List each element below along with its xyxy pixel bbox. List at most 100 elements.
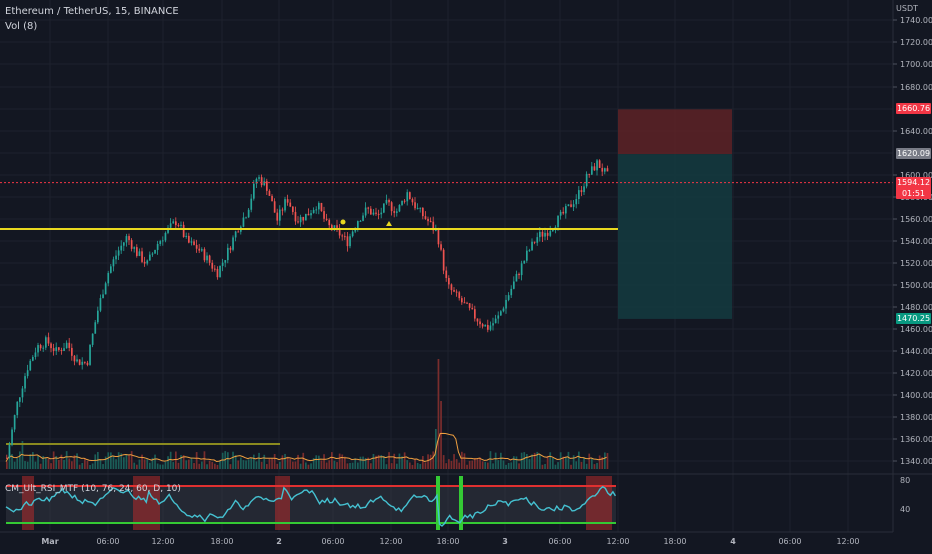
candle-body (305, 213, 307, 221)
candle-body (474, 309, 476, 319)
volume-bar (201, 461, 203, 469)
volume-bar (541, 464, 544, 469)
candle-body (492, 323, 494, 326)
candle-body (578, 190, 580, 200)
volume-legend[interactable]: Vol (8) (5, 21, 38, 32)
candle-body (328, 219, 331, 226)
volume-bar (383, 456, 385, 469)
volume-bar (299, 463, 302, 469)
volume-bar (120, 453, 123, 469)
rsi-oversold-marker (459, 476, 463, 530)
price-tick-label: 1400.00 (900, 391, 932, 400)
candlestick-series[interactable] (6, 159, 609, 459)
volume-bar (273, 453, 276, 469)
candle-body (552, 229, 554, 232)
volume-bar (396, 463, 398, 469)
candle-body (6, 457, 8, 459)
candle-body (357, 221, 359, 228)
candle-body (175, 221, 177, 226)
volume-bar (156, 463, 159, 469)
symbol-legend[interactable]: Ethereum / TetherUS, 15, BINANCE (5, 6, 179, 17)
candle-body (598, 160, 601, 168)
candle-body (294, 211, 297, 222)
candle-body (149, 254, 151, 261)
volume-bar (315, 455, 318, 469)
volume-bar (338, 453, 341, 469)
stop-loss-zone[interactable] (618, 109, 732, 155)
last-price-value: 1594.12 (896, 177, 931, 187)
candle-body (136, 247, 138, 256)
candle-body (237, 231, 240, 233)
volume-bar (354, 458, 357, 469)
volume-bar (351, 462, 354, 469)
volume-bar (89, 464, 91, 469)
candle-body (510, 288, 513, 296)
volume-bar (414, 459, 416, 469)
volume-bar (437, 359, 440, 469)
candle-body (325, 218, 328, 220)
rsi-pane[interactable] (5, 476, 616, 530)
time-tick-label: 12:00 (151, 537, 174, 546)
volume-bar (94, 454, 97, 469)
volume-bar (102, 464, 104, 469)
candle-body (117, 250, 120, 256)
candle-body (390, 202, 393, 212)
candle-body (216, 268, 219, 278)
candle-body (471, 307, 474, 310)
target-price-tag: 1470.25 (896, 312, 931, 324)
candle-body (341, 235, 344, 237)
take-profit-zone[interactable] (618, 154, 732, 319)
volume-bar (294, 461, 297, 469)
volume-bar (110, 452, 112, 469)
volume-bar (151, 457, 154, 469)
time-tick-label: 06:00 (96, 537, 119, 546)
candle-body (549, 231, 552, 236)
candle-body (497, 315, 500, 319)
volume-bar (29, 454, 32, 469)
signal-triangle (386, 221, 392, 226)
volume-bar (580, 461, 583, 469)
volume-bar (502, 460, 505, 469)
volume-bar (349, 462, 351, 469)
volume-bar (344, 456, 346, 469)
volume-bar (250, 457, 253, 469)
candle-body (128, 236, 130, 241)
candle-body (318, 202, 320, 210)
candle-body (203, 249, 206, 261)
volume-bar (65, 451, 68, 469)
candle-body (91, 333, 94, 345)
volume-bar (481, 461, 484, 469)
volume-bar (409, 462, 411, 469)
candle-body (445, 270, 448, 279)
time-tick-label: 18:00 (210, 537, 233, 546)
volume-bar (528, 459, 531, 469)
candle-body (208, 255, 211, 263)
candle-body (453, 290, 455, 292)
candle-body (133, 247, 136, 249)
time-tick-label: 18:00 (663, 537, 686, 546)
candle-body (406, 192, 409, 202)
volume-bar (292, 461, 294, 469)
time-axis[interactable]: Mar 06:00 12:00 18:00 2 06:00 12:00 18:00 3 06:00… (41, 537, 859, 546)
candle-body (344, 236, 346, 238)
candle-body (86, 362, 89, 365)
volume-bar (416, 462, 419, 469)
volume-bar (141, 454, 143, 469)
price-axis[interactable]: 1740.00 1720.00 1700.00 1680.00 1640.00 1600.… (893, 16, 932, 466)
candle-body (180, 224, 182, 226)
candle-body (143, 261, 146, 264)
volume-bar (112, 455, 115, 469)
candle-body (435, 229, 437, 231)
candle-body (518, 273, 520, 276)
candle-body (505, 299, 507, 309)
volume-bar (182, 455, 185, 469)
candle-body (450, 284, 453, 291)
price-tick-label: 1740.00 (900, 16, 932, 25)
volume-bar (39, 463, 42, 469)
rsi-legend[interactable]: CM_Ult_RSI_MTF (10, 76, 24, 60, D, 10) (5, 484, 181, 494)
candle-body (167, 227, 169, 233)
price-tick-label: 1360.00 (900, 435, 932, 444)
candle-body (255, 178, 258, 184)
